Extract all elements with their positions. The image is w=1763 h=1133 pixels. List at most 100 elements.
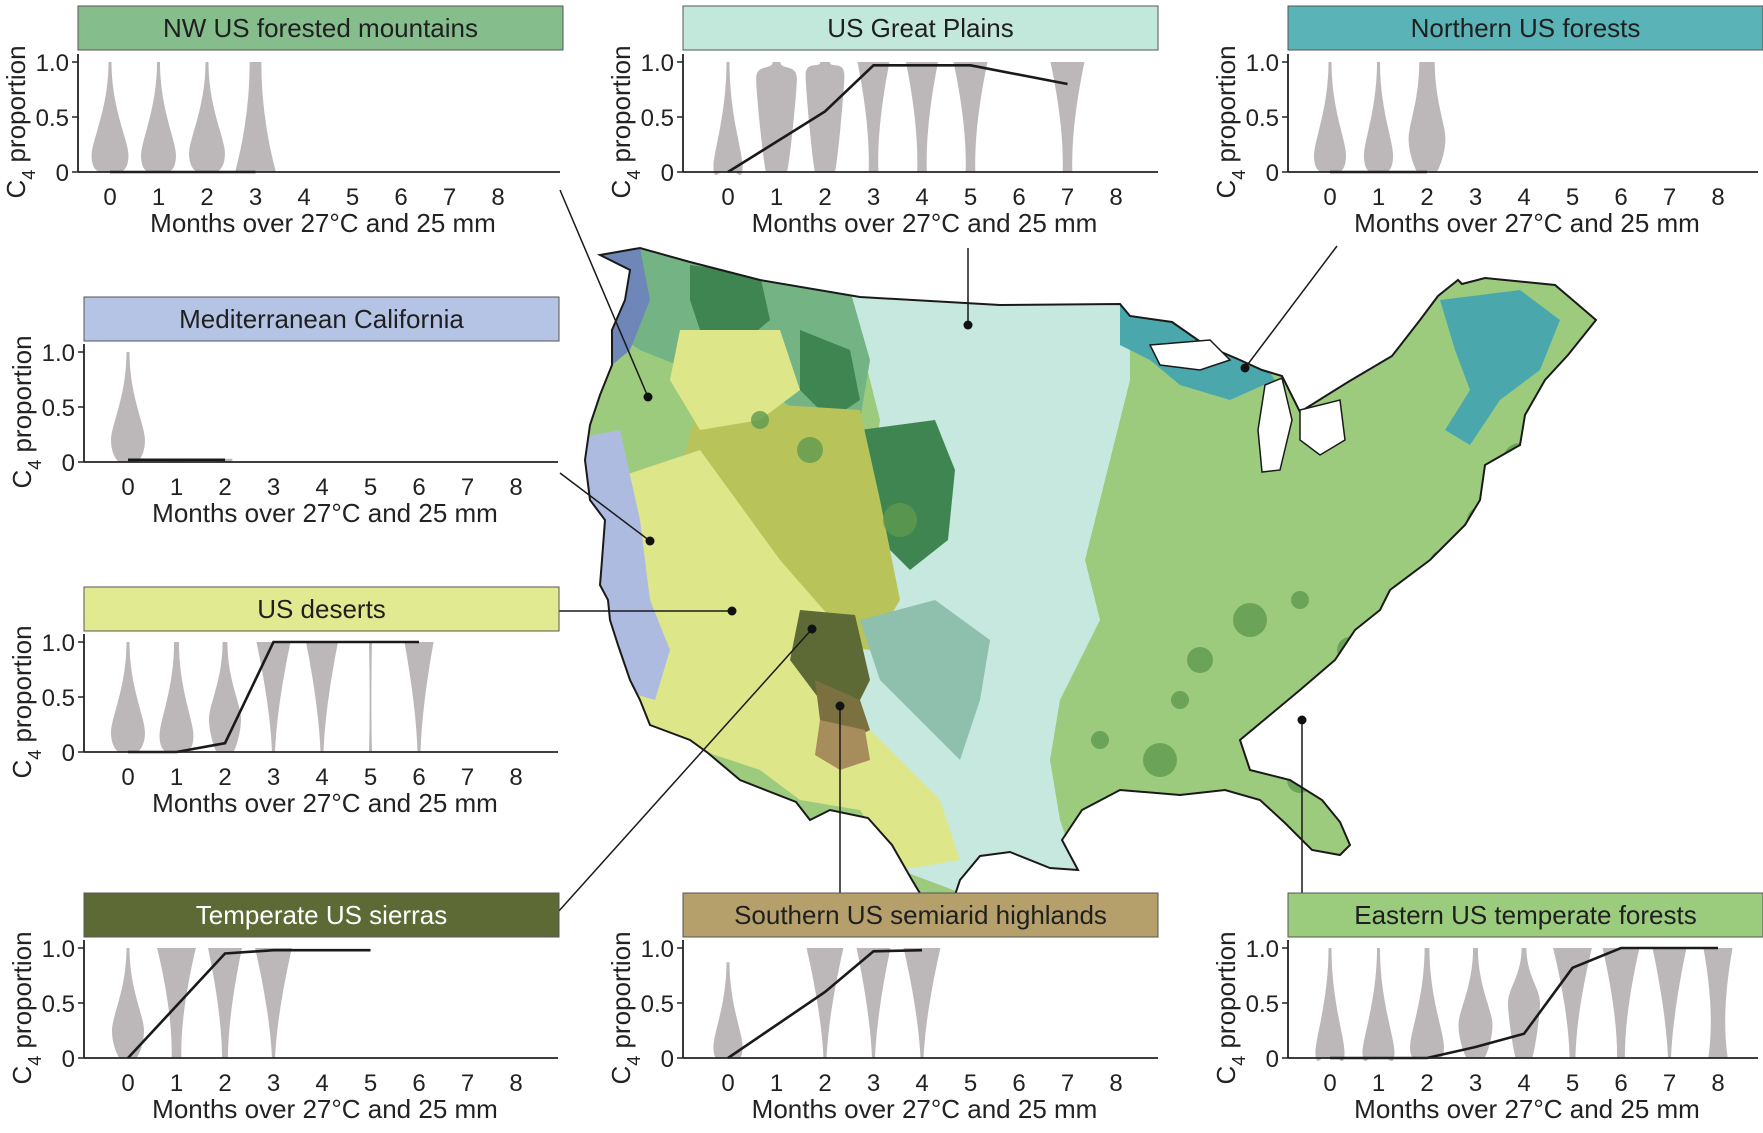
violin-month-0 [713,62,743,175]
x-tick-label: 1 [170,764,183,791]
region-marker-northern [1240,363,1250,373]
x-tick-label: 5 [1566,1070,1579,1097]
x-axis-title: Months over 27°C and 25 mm [752,1094,1098,1124]
x-tick-label: 0 [721,184,734,211]
y-axis-title: C4 proportion [1211,931,1249,1084]
svg-text:C4 proportion: C4 proportion [7,625,45,778]
violin-month-6 [1602,948,1640,1058]
panel-sierras: Temperate US sierras 0 0.5 1.0 0 1 2 3 4 5 6 7 8 Mont… [7,892,560,1124]
temperate-sierras-region [790,610,870,720]
x-tick-label: 6 [412,1070,425,1097]
region-marker-semiarid [835,701,845,711]
x-tick-label: 5 [964,184,977,211]
us-ecoregion-map [583,246,1598,922]
x-tick-label: 0 [1323,184,1336,211]
panel-title: Temperate US sierras [196,900,447,930]
forest-patch-dot [1411,751,1429,769]
violin-month-4 [305,642,339,752]
y-axis-title: C4 proportion [7,625,45,778]
y-axis-title: C4 proportion [606,45,644,198]
x-axis-title: Months over 27°C and 25 mm [1354,208,1700,238]
x-axis-title: Months over 27°C and 25 mm [152,498,498,528]
x-tick-label: 5 [364,1070,377,1097]
y-tick-label: 0 [1266,1046,1279,1073]
x-tick-label: 2 [218,474,231,501]
x-tick-label: 3 [267,1070,280,1097]
svg-text:C4 proportion: C4 proportion [7,931,45,1084]
x-tick-label: 1 [770,1070,783,1097]
violin-month-2 [1408,62,1446,172]
y-tick-label: 1.0 [42,630,75,657]
panel-banner [83,892,560,938]
x-tick-label: 2 [818,1070,831,1097]
x-tick-label: 1 [152,184,165,211]
y-tick-label: 1.0 [641,936,674,963]
us-outline [583,246,1598,922]
panel-deserts: US deserts 0 0.5 1.0 0 1 2 3 4 5 6 7 8 Months over 27… [7,586,560,818]
x-tick-label: 3 [267,474,280,501]
x-tick-label: 5 [364,764,377,791]
violin-month-4 [905,62,939,172]
x-tick-label: 0 [121,474,134,501]
y-tick-label: 0.5 [42,991,75,1018]
region-marker-med [645,536,655,546]
x-tick-label: 3 [1469,1070,1482,1097]
y-axis-title: C4 proportion [1,45,39,198]
nw-forest-patch-2 [800,330,860,420]
region-marker-nw [643,392,653,402]
panel-med: Mediterranean California 0 0.5 1.0 0 1 2 3 4 5 6 7 8… [7,296,560,528]
x-tick-label: 1 [170,474,183,501]
panel-banner [1287,5,1763,51]
y-tick-label: 0 [62,1046,75,1073]
y-tick-label: 0 [661,1046,674,1073]
violin-month-0 [713,962,743,1059]
x-tick-label: 0 [121,764,134,791]
x-tick-label: 1 [770,184,783,211]
y-tick-label: 1.0 [1246,936,1279,963]
violin-month-1 [1363,62,1394,172]
panels: NW US forested mountains 0 0.5 1.0 0 1 2 3 4 5 6 7 8… [1,5,1763,1124]
violin-month-5 [953,62,988,172]
x-tick-label: 8 [491,184,504,211]
y-tick-label: 0.5 [42,685,75,712]
forest-patch-dot [883,503,917,537]
y-tick-label: 1.0 [42,340,75,367]
panel-banner [682,5,1159,51]
panel-banner [682,892,1159,938]
leader-line-northern [1244,245,1338,369]
panel-eastern: Eastern US temperate forests 0 0.5 1.0 0 1 2 3 4… [1211,892,1763,1124]
forest-patch-dot [1091,731,1109,749]
forest-patch-dot [1503,443,1537,477]
panel-title: US deserts [257,594,386,624]
violin-month-2 [189,62,225,172]
x-tick-label: 2 [218,1070,231,1097]
great-plains-region [830,248,1130,900]
panel-nw: NW US forested mountains 0 0.5 1.0 0 1 2 3 4 5 6 7 8… [1,5,564,238]
y-axis-title: C4 proportion [1211,45,1249,198]
lake-superior [1148,339,1232,371]
mean-c4-line [127,948,371,1059]
violin-month-3 [235,62,276,172]
semiarid-highlands-region [815,720,870,770]
svg-text:C4 proportion: C4 proportion [1,45,39,198]
violin-month-2 [208,642,242,752]
forest-patch-dot [1291,591,1309,609]
panel-title: Eastern US temperate forests [1354,900,1696,930]
x-tick-label: 7 [1061,1070,1074,1097]
violin-month-1 [141,62,176,172]
x-tick-label: 2 [200,184,213,211]
x-tick-label: 4 [915,184,928,211]
x-tick-label: 0 [721,1070,734,1097]
violin-month-1 [157,948,196,1058]
leader-line-med [559,472,651,542]
forest-patch-dot [1233,603,1267,637]
violin-month-3 [255,948,292,1058]
x-tick-label: 6 [412,764,425,791]
great-basin-desert-region [670,330,800,430]
x-tick-label: 7 [1663,184,1676,211]
y-tick-label: 0 [56,160,69,187]
x-tick-label: 3 [249,184,262,211]
x-tick-label: 3 [867,1070,880,1097]
